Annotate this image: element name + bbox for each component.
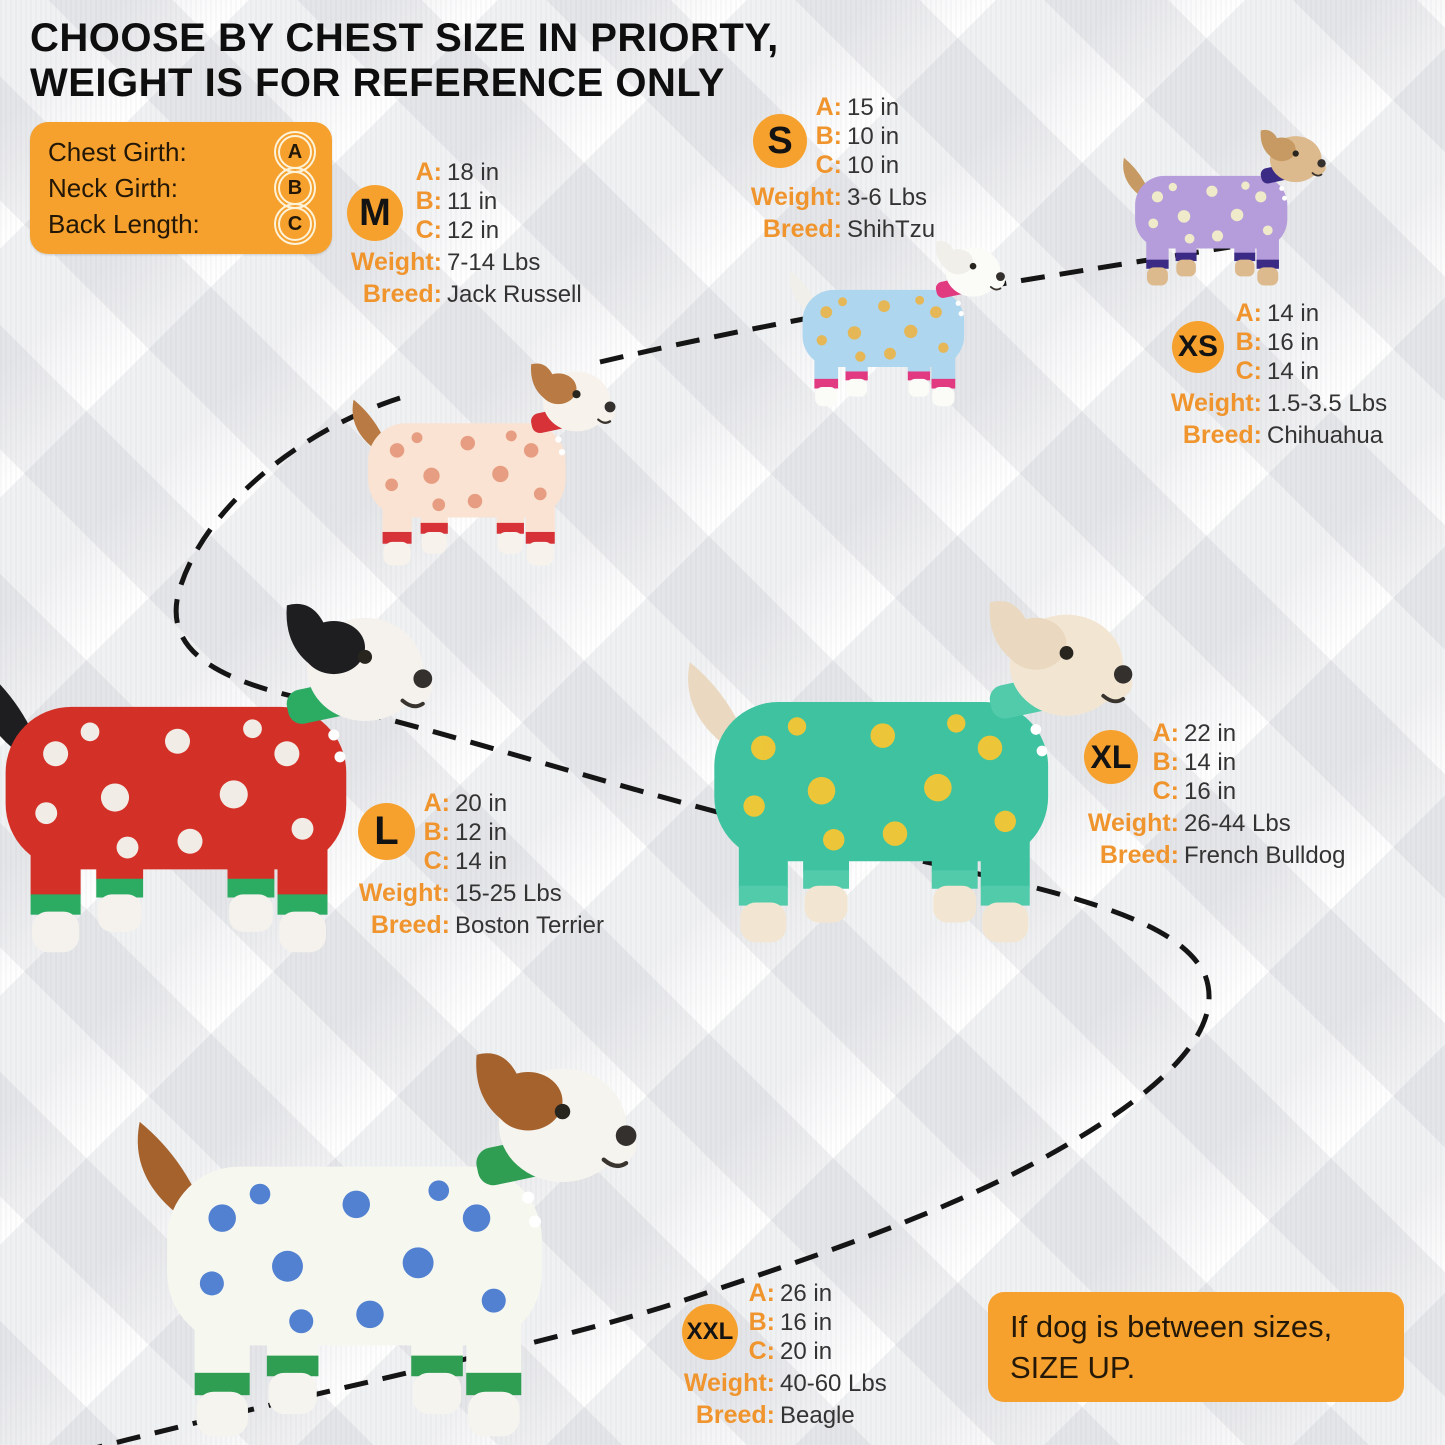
measure-value: 18 in [447,159,500,186]
measure-value: 22 in [1184,720,1237,747]
circled-a-icon: A [274,131,316,173]
measure-value: 10 in [847,152,900,179]
size-block-m: M A: 18 in B: 11 in C: 12 in Weight: 7-14 Lb… [330,158,582,309]
measure-label: C: [748,1337,775,1365]
measure-label: A: [423,789,450,817]
circled-c-icon: C [274,203,316,245]
measure-value: 20 in [780,1338,833,1365]
measure-value: 16 in [1267,329,1320,356]
size-badge-l: L [358,803,415,860]
size-badge-xs: XS [1172,321,1224,373]
measurement-legend: Chest Girth: A Neck Girth: B Back Length… [30,122,332,254]
measure-value: 20 in [455,790,508,817]
measure-label: A: [1152,719,1179,747]
circled-b-icon: B [274,167,316,209]
breed-label: Breed: [1182,421,1262,449]
title-line-2: WEIGHT IS FOR REFERENCE ONLY [30,61,725,105]
size-badge-m: M [347,185,403,241]
size-block-s: S A: 15 in B: 10 in C: 10 in Weight: 3-6 Lbs… [730,93,935,244]
measure-value: 12 in [455,819,508,846]
measure-label: C: [815,151,842,179]
title-line-1: CHOOSE BY CHEST SIZE IN PRIORTY, [30,16,779,60]
weight-value: 1.5-3.5 Lbs [1267,390,1388,417]
weight-value: 15-25 Lbs [455,880,562,907]
dog-photo-m-jack-russell [330,300,620,570]
size-block-l: L A: 20 in B: 12 in C: 14 in Weight: 15-25 L… [338,789,604,940]
page-title: CHOOSE BY CHEST SIZE IN PRIORTY, WEIGHT … [30,16,890,106]
measure-label: B: [815,122,842,150]
dog-photo-s-shihtzu [770,238,1010,410]
breed-label: Breed: [362,280,442,308]
size-badge-xxl: XXL [682,1304,738,1360]
legend-label: Chest Girth: [48,136,187,167]
measure-label: B: [415,187,442,215]
size-up-note: If dog is between sizes, SIZE UP. [988,1292,1404,1402]
measure-value: 14 in [1184,749,1237,776]
legend-label: Back Length: [48,208,200,239]
dog-photo-xxl-beagle [95,925,645,1445]
weight-label: Weight: [350,248,442,276]
breed-value: Chihuahua [1267,422,1384,449]
measure-value: 16 in [1184,778,1237,805]
breed-value: Beagle [780,1402,855,1429]
measure-label: A: [1235,299,1262,327]
breed-value: Jack Russell [447,281,582,308]
measure-value: 26 in [780,1280,833,1307]
measure-value: 15 in [847,94,900,121]
measure-value: 14 in [1267,300,1320,327]
measure-label: B: [748,1308,775,1336]
legend-row-back: Back Length: C [48,203,316,245]
size-badge-xl: XL [1084,730,1138,784]
legend-row-neck: Neck Girth: B [48,167,316,209]
measure-value: 12 in [447,217,500,244]
note-line-2: SIZE UP. [1010,1350,1136,1385]
measure-label: C: [423,847,450,875]
breed-label: Breed: [762,215,842,243]
measure-label: A: [415,158,442,186]
measure-label: B: [1152,748,1179,776]
weight-label: Weight: [1170,389,1262,417]
weight-label: Weight: [1087,809,1179,837]
note-line-1: If dog is between sizes, [1010,1309,1333,1344]
measure-value: 11 in [447,188,498,215]
weight-value: 40-60 Lbs [780,1370,887,1397]
measure-value: 14 in [455,848,508,875]
weight-label: Weight: [358,879,450,907]
size-block-xs: XS A: 14 in B: 16 in C: 14 in Weight: 1.5-3.… [1150,299,1387,450]
weight-value: 3-6 Lbs [847,184,928,211]
size-badge-s: S [753,114,807,168]
measure-value: 10 in [847,123,900,150]
breed-value: ShihTzu [847,216,936,243]
breed-label: Breed: [695,1401,775,1429]
measure-value: 16 in [780,1309,833,1336]
dog-photo-xs-chihuahua [1100,127,1335,289]
weight-value: 7-14 Lbs [447,249,541,276]
measure-label: C: [1235,357,1262,385]
weight-label: Weight: [750,183,842,211]
measure-label: B: [1235,328,1262,356]
size-block-xl: XL A: 22 in B: 14 in C: 16 in Weight: 26-44 … [1067,719,1345,870]
weight-label: Weight: [683,1369,775,1397]
breed-value: French Bulldog [1184,842,1346,869]
measure-label: C: [415,216,442,244]
breed-label: Breed: [1099,841,1179,869]
measure-label: A: [748,1279,775,1307]
measure-label: C: [1152,777,1179,805]
weight-value: 26-44 Lbs [1184,810,1291,837]
measure-label: A: [815,93,842,121]
breed-label: Breed: [370,911,450,939]
legend-label: Neck Girth: [48,172,179,203]
legend-row-chest: Chest Girth: A [48,131,316,173]
size-block-xxl: XXL A: 26 in B: 16 in C: 20 in Weight: 40-60… [663,1279,887,1430]
measure-value: 14 in [1267,358,1320,385]
measure-label: B: [423,818,450,846]
breed-value: Boston Terrier [455,912,604,939]
